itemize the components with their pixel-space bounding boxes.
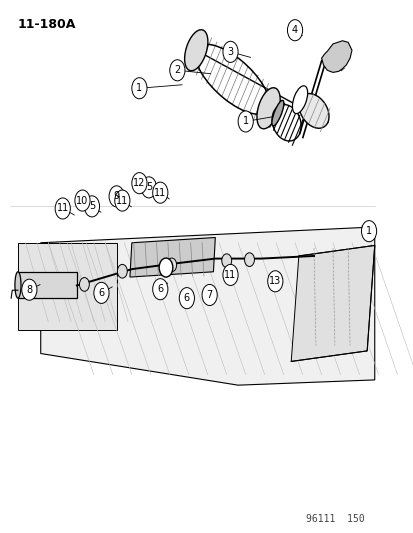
Text: 11: 11 [116, 196, 128, 206]
Circle shape [114, 190, 130, 211]
Circle shape [84, 196, 100, 217]
Circle shape [244, 253, 254, 266]
Polygon shape [321, 41, 351, 72]
Circle shape [79, 278, 89, 292]
Circle shape [94, 282, 109, 303]
Text: 5: 5 [89, 201, 95, 212]
Circle shape [221, 254, 231, 268]
Text: 3: 3 [227, 47, 233, 57]
Circle shape [361, 221, 376, 241]
Circle shape [152, 279, 168, 300]
Text: 4: 4 [291, 25, 297, 35]
Ellipse shape [292, 86, 307, 114]
Polygon shape [18, 272, 76, 298]
Text: 1: 1 [365, 226, 371, 236]
Circle shape [267, 271, 282, 292]
Polygon shape [40, 227, 374, 385]
Circle shape [159, 258, 172, 277]
Circle shape [179, 288, 194, 309]
Text: 9: 9 [113, 191, 119, 201]
Text: 7: 7 [206, 290, 212, 300]
Circle shape [166, 258, 176, 272]
Text: 6: 6 [183, 293, 190, 303]
Circle shape [131, 78, 147, 99]
Circle shape [222, 264, 237, 286]
Text: 1: 1 [136, 83, 142, 93]
Text: 11: 11 [57, 204, 69, 214]
Text: 1: 1 [242, 116, 248, 126]
Circle shape [109, 186, 124, 207]
Circle shape [222, 41, 237, 62]
Circle shape [169, 60, 185, 81]
Circle shape [202, 285, 217, 305]
Ellipse shape [256, 88, 280, 129]
Ellipse shape [271, 100, 283, 126]
Ellipse shape [15, 272, 21, 298]
Circle shape [152, 182, 168, 203]
Text: 11-180A: 11-180A [18, 18, 76, 30]
Text: 10: 10 [76, 196, 88, 206]
Ellipse shape [298, 94, 328, 128]
Text: 11: 11 [154, 188, 166, 198]
Circle shape [237, 111, 253, 132]
Text: 2: 2 [174, 65, 180, 75]
Ellipse shape [184, 30, 207, 71]
Text: 96111  150: 96111 150 [306, 514, 364, 524]
Text: 6: 6 [98, 288, 104, 298]
Polygon shape [291, 245, 374, 361]
Circle shape [55, 198, 70, 219]
Circle shape [117, 264, 127, 278]
Text: 5: 5 [145, 182, 152, 192]
Circle shape [75, 190, 90, 211]
Polygon shape [18, 243, 116, 330]
Circle shape [141, 177, 156, 198]
Text: 6: 6 [157, 284, 163, 294]
Polygon shape [130, 238, 215, 277]
Text: 12: 12 [133, 178, 145, 188]
Text: 8: 8 [26, 285, 32, 295]
Text: 13: 13 [268, 276, 281, 286]
Circle shape [22, 279, 37, 300]
Circle shape [287, 20, 302, 41]
Circle shape [131, 173, 147, 193]
Text: 11: 11 [224, 270, 236, 280]
